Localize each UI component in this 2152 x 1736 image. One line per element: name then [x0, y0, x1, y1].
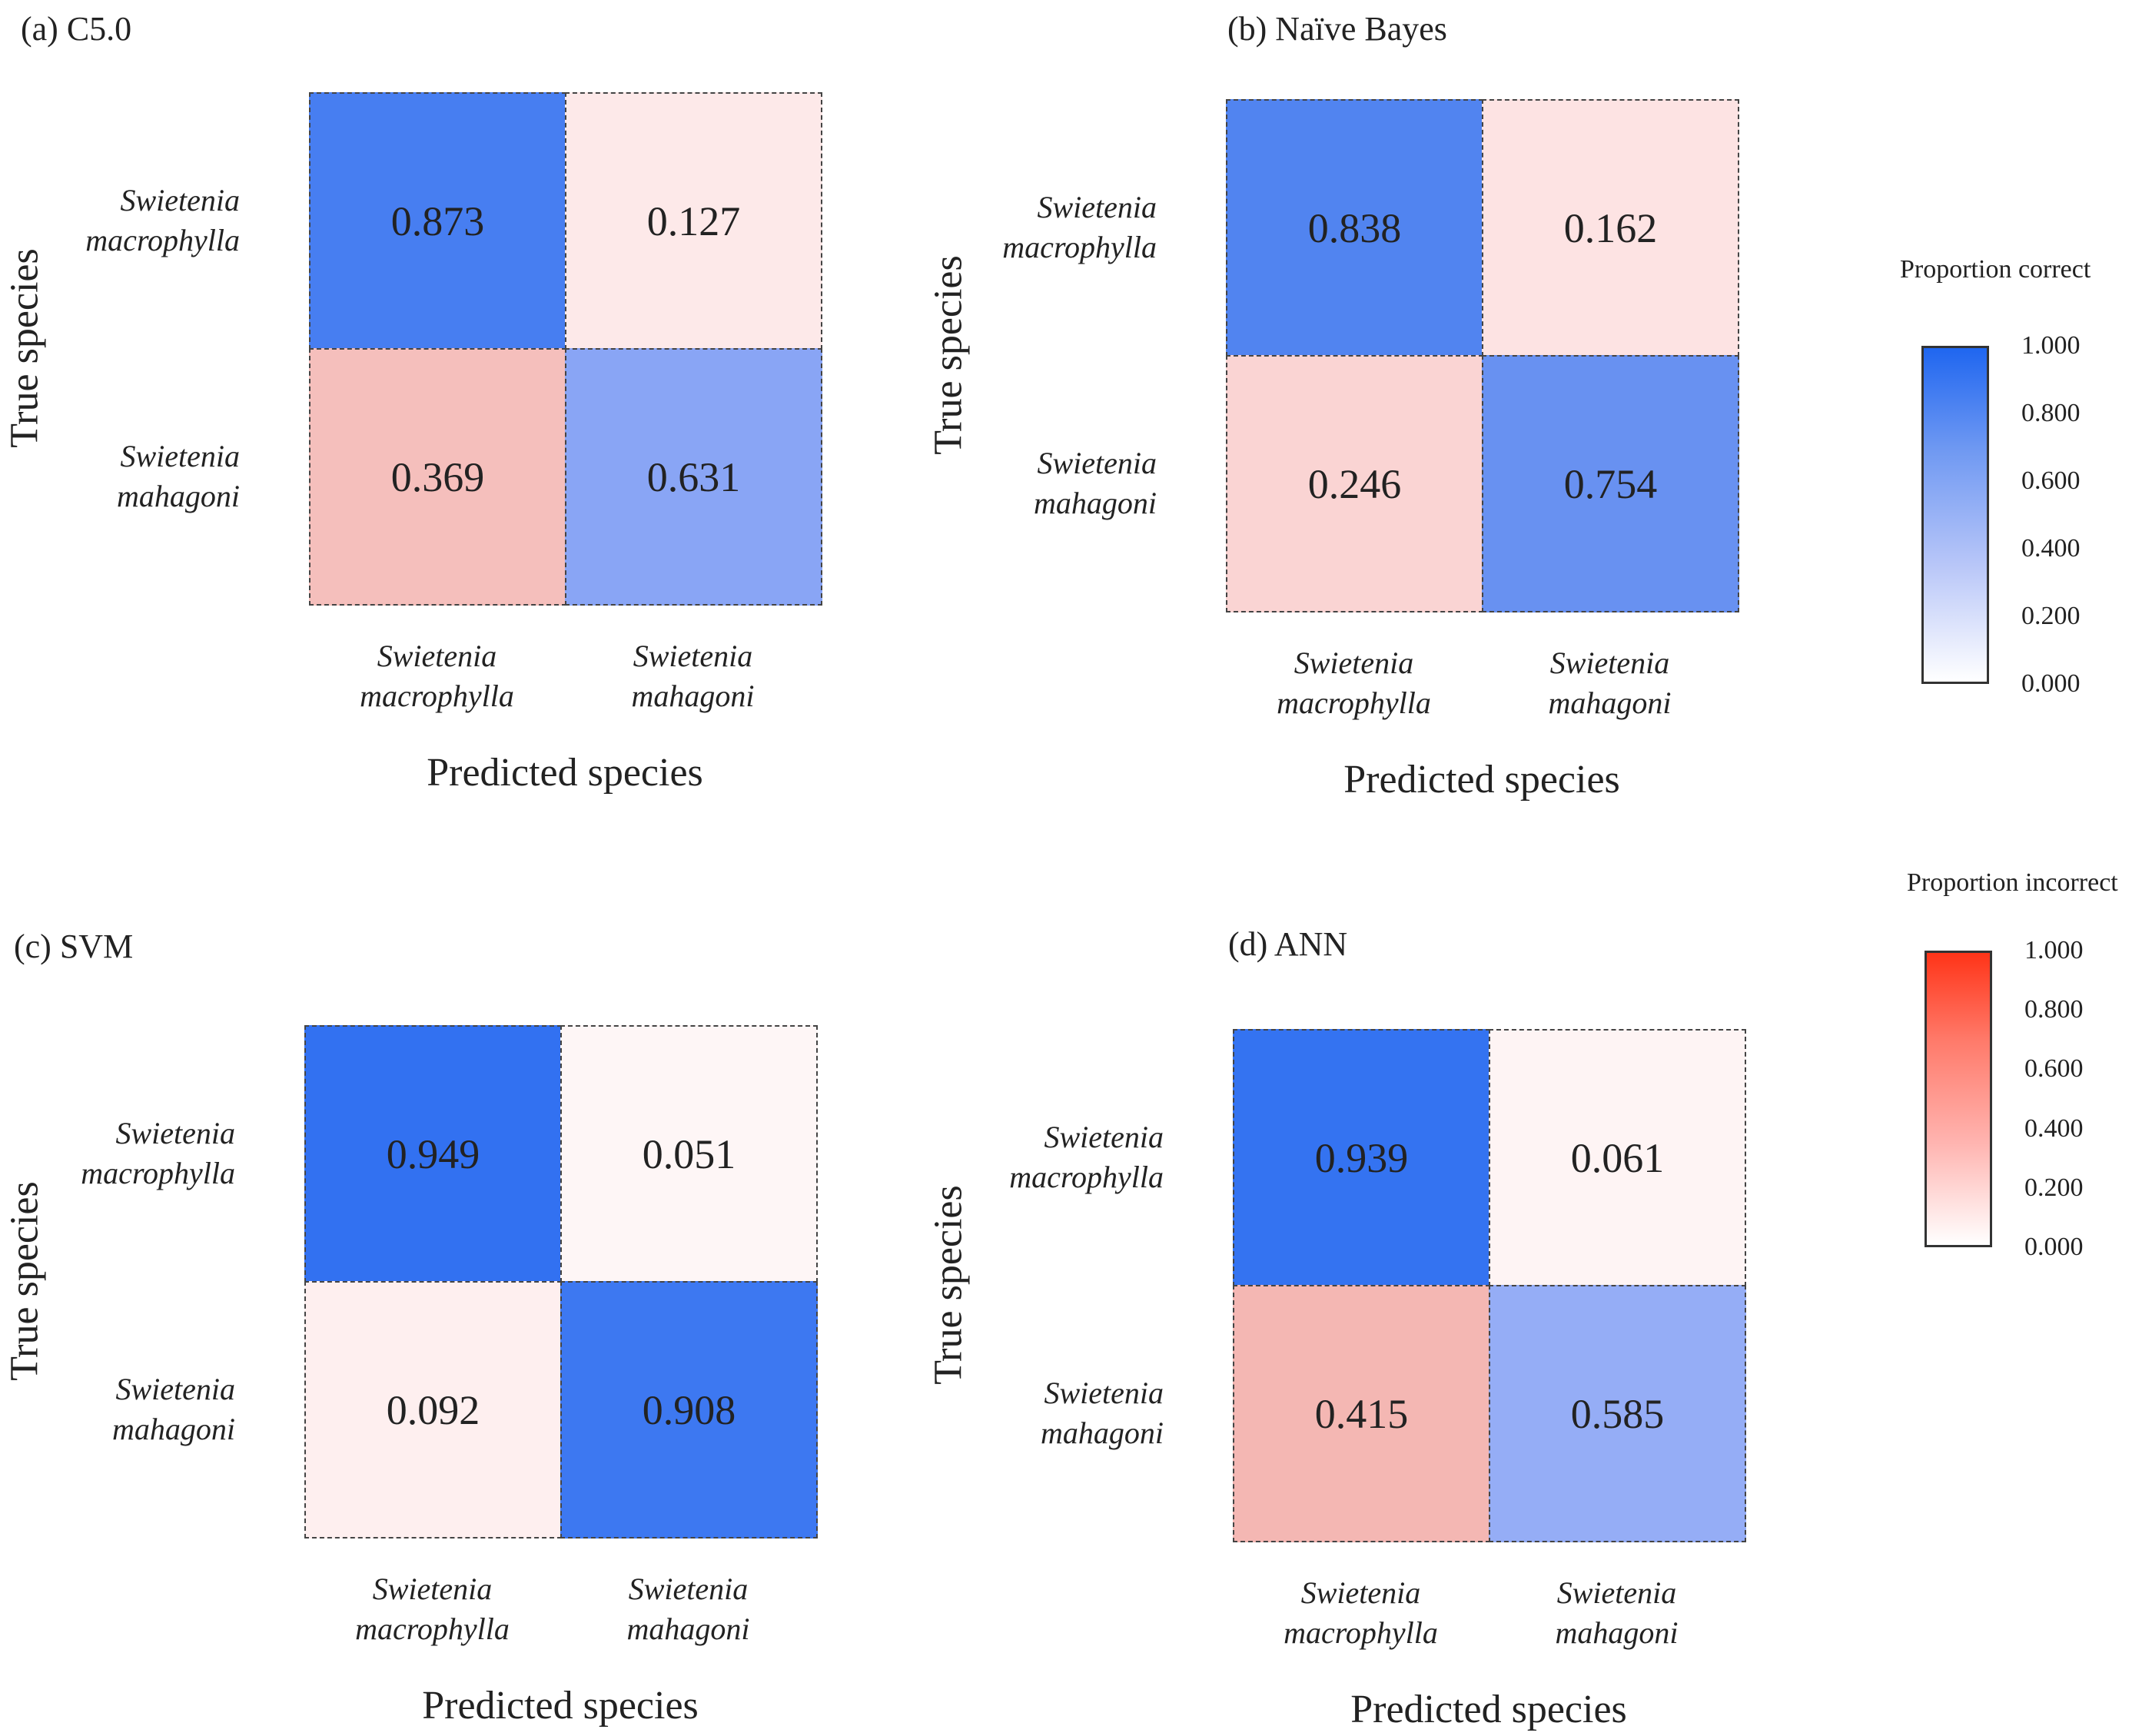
row-label: Swietenia macrophylla: [9, 181, 240, 261]
row-label: Swietenia mahagoni: [9, 436, 240, 516]
column-label-line: Swietenia: [377, 639, 497, 673]
column-label-line: Swietenia: [1300, 1575, 1421, 1610]
column-label-line: macrophylla: [355, 1612, 510, 1646]
matrix-cell: 0.908: [560, 1281, 818, 1539]
panel-title: (d) ANN: [1228, 925, 1348, 963]
matrix-cell: 0.949: [304, 1025, 562, 1283]
colorbar-tick-label: 0.200: [2024, 1173, 2084, 1202]
column-label-line: Swietenia: [1556, 1575, 1677, 1610]
x-axis-title: Predicted species: [422, 1684, 699, 1728]
confusion-matrix: 0.949 0.051 0.092 0.908: [304, 1025, 818, 1539]
column-label-line: mahagoni: [1555, 1615, 1679, 1650]
confusion-matrix: 0.939 0.061 0.415 0.585: [1233, 1029, 1746, 1542]
colorbar-title: Proportion correct: [1900, 255, 2091, 284]
row-label-line: mahagoni: [112, 1411, 235, 1446]
matrix-cell: 0.585: [1489, 1285, 1746, 1542]
column-label: Swietenia mahagoni: [1489, 1573, 1745, 1653]
matrix-cell: 0.754: [1482, 355, 1739, 612]
confusion-matrix: 0.838 0.162 0.246 0.754: [1226, 99, 1739, 612]
column-label: Swietenia mahagoni: [1482, 643, 1738, 723]
column-label-line: macrophylla: [360, 679, 514, 713]
row-label-line: macrophylla: [1009, 1159, 1164, 1194]
column-label-line: Swietenia: [633, 639, 753, 673]
y-axis-title: True species: [926, 255, 971, 455]
x-axis-title: Predicted species: [1350, 1688, 1627, 1731]
matrix-cell: 0.127: [565, 92, 822, 350]
row-label: Swietenia macrophylla: [5, 1114, 235, 1193]
x-axis-title: Predicted species: [1343, 758, 1620, 802]
column-label-line: Swietenia: [372, 1572, 493, 1606]
row-label-line: Swietenia: [120, 438, 240, 473]
panel-title: (a) C5.0: [21, 10, 132, 48]
row-label: Swietenia macrophylla: [933, 1117, 1164, 1197]
column-label-line: Swietenia: [1294, 646, 1414, 680]
column-label: Swietenia macrophylla: [1226, 643, 1482, 723]
matrix-cell: 0.369: [309, 348, 566, 606]
column-label: Swietenia mahagoni: [565, 636, 821, 716]
colorbar-tick-label: 0.200: [2021, 602, 2081, 630]
row-label-line: Swietenia: [1044, 1119, 1164, 1154]
y-axis-title: True species: [2, 1181, 47, 1381]
column-label: Swietenia macrophylla: [309, 636, 565, 716]
matrix-cell: 0.415: [1233, 1285, 1490, 1542]
matrix-cell: 0.838: [1226, 99, 1483, 357]
row-label: Swietenia mahagoni: [933, 1373, 1164, 1453]
matrix-cell: 0.092: [304, 1281, 562, 1539]
column-label-line: Swietenia: [1549, 646, 1670, 680]
colorbar-tick-label: 0.400: [2021, 534, 2081, 563]
panel-title: (b) Naïve Bayes: [1227, 10, 1447, 48]
row-label-line: macrophylla: [85, 222, 240, 257]
row-label-line: Swietenia: [1044, 1375, 1164, 1410]
row-label-line: Swietenia: [1037, 445, 1157, 480]
colorbar: [1921, 346, 1989, 684]
colorbar-tick-label: 0.800: [2024, 995, 2084, 1024]
row-label-line: mahagoni: [1034, 485, 1157, 520]
row-label: Swietenia macrophylla: [926, 188, 1157, 267]
row-label-line: mahagoni: [1041, 1415, 1164, 1450]
column-label-line: macrophylla: [1277, 685, 1431, 720]
matrix-cell: 0.051: [560, 1025, 818, 1283]
row-label-line: macrophylla: [1002, 229, 1157, 264]
row-label: Swietenia mahagoni: [5, 1369, 235, 1449]
row-label-line: Swietenia: [115, 1371, 235, 1406]
y-axis-title: True species: [926, 1185, 971, 1385]
colorbar-tick-label: 1.000: [2024, 936, 2084, 964]
column-label-line: macrophylla: [1284, 1615, 1438, 1650]
column-label-line: mahagoni: [631, 679, 755, 713]
matrix-cell: 0.873: [309, 92, 566, 350]
matrix-cell: 0.246: [1226, 355, 1483, 612]
colorbar-tick-label: 0.400: [2024, 1114, 2084, 1143]
colorbar-tick-label: 0.600: [2021, 466, 2081, 495]
column-label-line: mahagoni: [1548, 685, 1672, 720]
row-label-line: mahagoni: [117, 478, 240, 513]
x-axis-title: Predicted species: [427, 751, 703, 795]
colorbar-tick-label: 1.000: [2021, 331, 2081, 360]
colorbar-tick-label: 0.600: [2024, 1054, 2084, 1084]
matrix-cell: 0.631: [565, 348, 822, 606]
colorbar-tick-label: 0.000: [2021, 669, 2081, 698]
colorbar-tick-label: 0.800: [2021, 399, 2081, 427]
colorbar: [1925, 951, 1992, 1247]
row-label-line: Swietenia: [120, 182, 240, 217]
row-label: Swietenia mahagoni: [926, 443, 1157, 523]
column-label: Swietenia macrophylla: [1233, 1573, 1489, 1653]
column-label: Swietenia macrophylla: [304, 1569, 560, 1649]
matrix-cell: 0.939: [1233, 1029, 1490, 1286]
panel-title: (c) SVM: [14, 928, 134, 965]
confusion-matrix: 0.873 0.127 0.369 0.631: [309, 92, 822, 606]
colorbar-tick-label: 0.000: [2024, 1233, 2084, 1261]
column-label-line: Swietenia: [628, 1572, 749, 1606]
column-label-line: mahagoni: [626, 1612, 750, 1646]
row-label-line: macrophylla: [81, 1155, 235, 1190]
matrix-cell: 0.061: [1489, 1029, 1746, 1286]
colorbar-title: Proportion incorrect: [1907, 868, 2118, 897]
row-label-line: Swietenia: [115, 1115, 235, 1150]
column-label: Swietenia mahagoni: [560, 1569, 816, 1649]
y-axis-title: True species: [2, 248, 47, 448]
row-label-line: Swietenia: [1037, 189, 1157, 224]
matrix-cell: 0.162: [1482, 99, 1739, 357]
